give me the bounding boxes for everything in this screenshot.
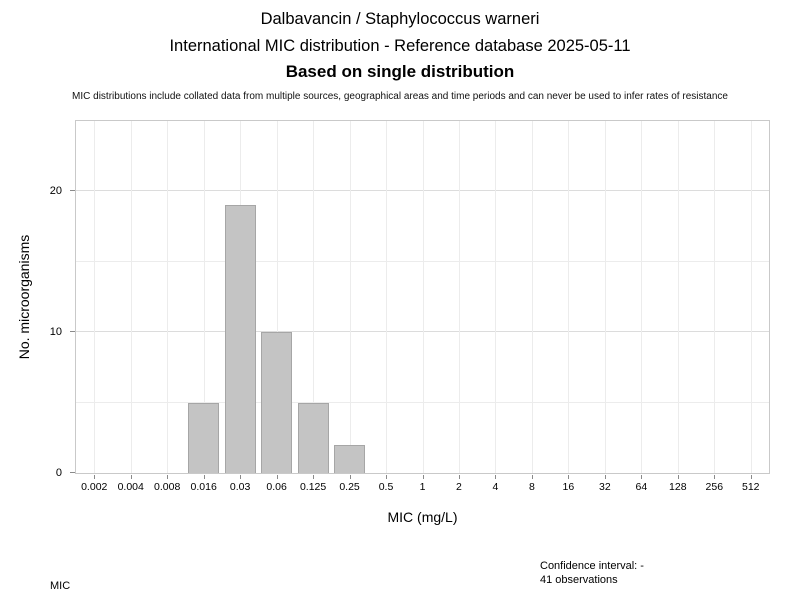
y-tick-label: 10 <box>49 326 62 339</box>
x-tick-mark <box>276 475 278 479</box>
x-tick-label: 16 <box>562 481 575 493</box>
x-tick-label: 256 <box>705 481 724 493</box>
y-tick-mark <box>70 472 75 473</box>
x-tick-label: 8 <box>528 481 535 493</box>
grid-line-vertical <box>203 121 205 473</box>
y-tick-label: 20 <box>49 185 62 198</box>
report-header: Dalbavancin / Staphylococcus warneri Int… <box>0 0 800 103</box>
chart-plot-area <box>75 120 770 474</box>
x-tick-label: 32 <box>599 481 611 493</box>
x-tick-mark <box>568 475 570 479</box>
grid-line-vertical <box>714 121 716 473</box>
footer-mic-label: MIC <box>50 580 71 592</box>
x-tick-label: 512 <box>741 481 760 493</box>
y-tick-mark <box>70 190 75 192</box>
grid-line-vertical <box>531 121 533 473</box>
x-tick-mark <box>604 475 606 479</box>
x-tick-label: 0.016 <box>190 481 217 493</box>
x-tick-mark <box>714 475 716 479</box>
x-tick-mark <box>349 475 351 479</box>
x-tick-label: 0.004 <box>117 481 144 493</box>
grid-line-vertical <box>167 121 169 473</box>
x-tick-label: 0.25 <box>339 481 360 493</box>
x-axis-title: MIC (mg/L) <box>387 509 458 525</box>
x-tick-mark <box>422 475 424 479</box>
x-tick-mark <box>94 475 96 479</box>
x-tick-mark <box>750 475 752 479</box>
mic-count-bar <box>188 402 220 473</box>
grid-line-vertical <box>422 121 424 473</box>
x-tick-mark <box>240 475 242 479</box>
grid-line-vertical <box>750 121 752 473</box>
grid-line-vertical <box>458 121 460 473</box>
grid-line-vertical <box>313 121 315 473</box>
x-tick-label: 0.125 <box>299 481 327 493</box>
x-tick-label: 64 <box>635 481 648 493</box>
x-tick-label: 0.008 <box>154 481 181 493</box>
grid-line-vertical <box>349 121 351 473</box>
x-tick-label: 1 <box>419 481 426 493</box>
x-tick-mark <box>167 475 169 479</box>
grid-line-vertical <box>130 121 132 473</box>
mic-count-bar <box>261 332 293 473</box>
x-tick-mark <box>386 475 388 479</box>
title-database-version: International MIC distribution - Referen… <box>169 37 631 55</box>
x-tick-label: 128 <box>669 481 687 493</box>
grid-line-vertical <box>94 121 96 473</box>
footer-ecoff-info: MIC Epidemiological cut-off (ECOFF): ID … <box>50 553 225 600</box>
x-tick-label: 0.06 <box>266 481 287 493</box>
x-tick-mark <box>641 475 643 479</box>
x-tick-label: 0.5 <box>378 481 394 493</box>
mic-count-bar <box>297 402 329 473</box>
mic-count-bar <box>334 444 366 473</box>
mic-count-bar <box>224 205 256 473</box>
y-tick-mark <box>70 331 75 333</box>
footer-confidence-info: Confidence interval: - 41 observations <box>540 560 644 587</box>
x-tick-mark <box>495 475 497 479</box>
grid-line-vertical <box>495 121 497 473</box>
title-antibiotic-organism: Dalbavancin / Staphylococcus warneri <box>260 10 540 28</box>
grid-line-vertical <box>641 121 643 473</box>
grid-line-vertical <box>568 121 570 473</box>
x-tick-label: 4 <box>492 481 499 493</box>
disclaimer-text: MIC distributions include collated data … <box>72 91 728 102</box>
x-tick-label: 0.002 <box>81 481 108 493</box>
x-tick-mark <box>130 475 132 479</box>
x-tick-mark <box>458 475 460 479</box>
x-tick-mark <box>203 475 205 479</box>
title-distribution-type: Based on single distribution <box>285 62 515 81</box>
footer-observations-line: 41 observations <box>540 573 618 586</box>
grid-line-vertical <box>604 121 606 473</box>
x-tick-label: 2 <box>456 481 462 493</box>
y-axis-tick-labels: 0 10 20 <box>0 121 75 479</box>
y-tick-label: 0 <box>55 467 62 479</box>
grid-line-vertical <box>677 121 679 473</box>
grid-line-vertical <box>386 121 388 473</box>
x-tick-mark <box>531 475 533 479</box>
x-tick-label: 0.03 <box>229 481 251 493</box>
grid-line-vertical <box>276 121 278 473</box>
footer-confidence-line: Confidence interval: - <box>540 560 644 572</box>
x-tick-mark <box>677 475 679 479</box>
x-tick-mark <box>313 475 315 479</box>
x-axis-tick-labels: 0.002 0.004 0.008 0.016 0.03 0.06 0.125 0.25 0.5… <box>76 475 769 495</box>
